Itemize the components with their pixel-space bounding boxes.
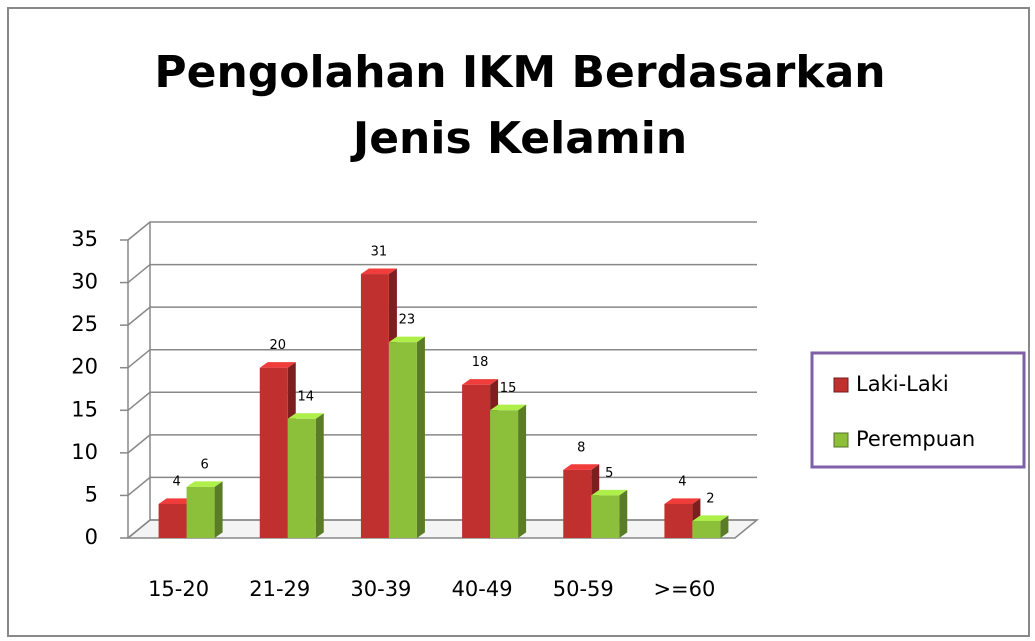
bar-side [720, 515, 729, 538]
bar-top [563, 464, 600, 470]
bar [186, 486, 215, 538]
bar [490, 410, 519, 538]
bar [287, 418, 316, 538]
value-label: 4 [172, 474, 180, 489]
legend-label: Perempuan [856, 427, 975, 451]
bar-top [388, 336, 425, 343]
value-label: 18 [472, 355, 489, 370]
grid-line [127, 434, 757, 454]
value-label: 23 [399, 313, 416, 328]
grid-line [127, 391, 757, 411]
bar [388, 342, 417, 538]
value-label: 8 [577, 440, 585, 455]
bar [692, 520, 721, 538]
chart-title: Pengolahan IKM Berdasarkan Jenis Kelamin [154, 47, 886, 164]
bar-top [692, 515, 729, 521]
x-tick-label: 21-29 [249, 577, 310, 601]
value-label: 2 [706, 491, 714, 506]
y-tick-label: 25 [71, 312, 98, 336]
x-tick-label: >=60 [653, 577, 715, 601]
bar-side [214, 481, 223, 538]
bar-top [591, 489, 628, 496]
bar-side [315, 413, 324, 538]
bar [259, 367, 288, 538]
value-label: 6 [200, 457, 208, 472]
value-label: 20 [269, 338, 286, 353]
grid-line [127, 348, 757, 369]
bar-side [619, 489, 628, 538]
y-tick-label: 15 [71, 397, 98, 421]
bar-top [186, 481, 223, 487]
bar-top [490, 404, 527, 411]
value-label: 14 [297, 389, 314, 404]
grid-line [127, 306, 757, 326]
grid-line [127, 519, 757, 539]
legend-swatch [833, 432, 849, 448]
bar [158, 503, 187, 538]
grid-line [127, 476, 757, 497]
grid-line [127, 221, 757, 241]
bar [360, 274, 389, 538]
x-tick-label: 40-49 [452, 577, 513, 601]
bar-top [287, 413, 324, 419]
bar-top [664, 498, 701, 504]
legend-swatch [833, 377, 849, 393]
bar-top [360, 268, 397, 275]
y-tick-label: 10 [71, 440, 98, 464]
bar [664, 503, 693, 538]
y-tick-label: 35 [71, 227, 98, 251]
y-tick-label: 30 [71, 270, 98, 294]
x-tick-label: 30-39 [350, 577, 411, 601]
bar-side [416, 336, 425, 538]
bar-top [158, 498, 195, 504]
value-label: 4 [678, 474, 686, 489]
bar-top [259, 362, 296, 368]
grid-line [127, 263, 757, 284]
y-tick-label: 5 [85, 482, 98, 506]
legend-box [810, 351, 1026, 469]
value-label: 31 [371, 245, 388, 260]
x-tick-label: 15-20 [148, 577, 209, 601]
bar [591, 495, 620, 538]
value-label: 15 [500, 381, 517, 396]
y-tick-label: 20 [71, 355, 98, 379]
bar-top [462, 379, 499, 385]
bar-side [518, 404, 527, 538]
bar [462, 384, 491, 538]
value-label: 5 [605, 466, 613, 481]
x-tick-label: 50-59 [553, 577, 614, 601]
y-tick-label: 0 [85, 525, 98, 549]
bar [563, 469, 592, 538]
legend-label: Laki-Laki [856, 372, 949, 396]
